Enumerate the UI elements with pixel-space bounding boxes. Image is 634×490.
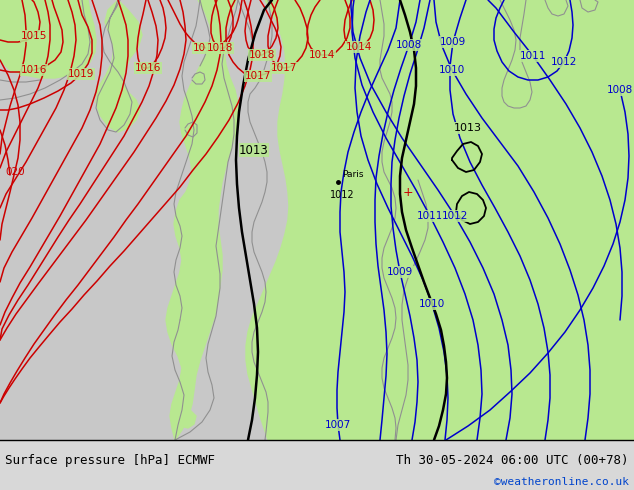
Text: Th 30-05-2024 06:00 UTC (00+78): Th 30-05-2024 06:00 UTC (00+78) bbox=[396, 454, 629, 466]
Text: 1010: 1010 bbox=[439, 65, 465, 75]
Polygon shape bbox=[96, 0, 142, 132]
Text: 1009: 1009 bbox=[387, 267, 413, 277]
Text: 1015: 1015 bbox=[21, 31, 47, 41]
Polygon shape bbox=[350, 0, 634, 440]
Text: 1011: 1011 bbox=[520, 51, 546, 61]
Text: 1017: 1017 bbox=[245, 71, 271, 81]
Polygon shape bbox=[166, 0, 238, 440]
Text: 1009: 1009 bbox=[440, 37, 466, 47]
Text: 1008: 1008 bbox=[396, 40, 422, 50]
Text: ©weatheronline.co.uk: ©weatheronline.co.uk bbox=[494, 477, 629, 487]
Text: 1016: 1016 bbox=[135, 63, 161, 73]
Text: Paris: Paris bbox=[342, 170, 363, 179]
Text: 1013: 1013 bbox=[239, 144, 269, 156]
Text: 1010: 1010 bbox=[419, 299, 445, 309]
Text: 1015: 1015 bbox=[193, 43, 219, 53]
Polygon shape bbox=[246, 0, 634, 440]
Text: 1008: 1008 bbox=[607, 85, 633, 95]
Text: 1018: 1018 bbox=[207, 43, 233, 53]
Text: 1017: 1017 bbox=[271, 63, 297, 73]
Text: 1012: 1012 bbox=[330, 190, 354, 200]
Text: 1013: 1013 bbox=[454, 123, 482, 133]
Text: +: + bbox=[403, 186, 413, 198]
Text: 1018: 1018 bbox=[249, 50, 275, 60]
Text: 020: 020 bbox=[5, 167, 25, 177]
Text: 1014: 1014 bbox=[346, 42, 372, 52]
Text: Surface pressure [hPa] ECMWF: Surface pressure [hPa] ECMWF bbox=[5, 454, 215, 466]
Text: 1012: 1012 bbox=[442, 211, 468, 221]
Text: 1011: 1011 bbox=[417, 211, 443, 221]
Polygon shape bbox=[0, 0, 96, 78]
Text: 1012: 1012 bbox=[551, 57, 577, 67]
Text: 1007: 1007 bbox=[325, 420, 351, 430]
Text: 1014: 1014 bbox=[309, 50, 335, 60]
Polygon shape bbox=[175, 410, 196, 428]
Text: 1019: 1019 bbox=[68, 69, 94, 79]
Text: 1016: 1016 bbox=[21, 65, 47, 75]
